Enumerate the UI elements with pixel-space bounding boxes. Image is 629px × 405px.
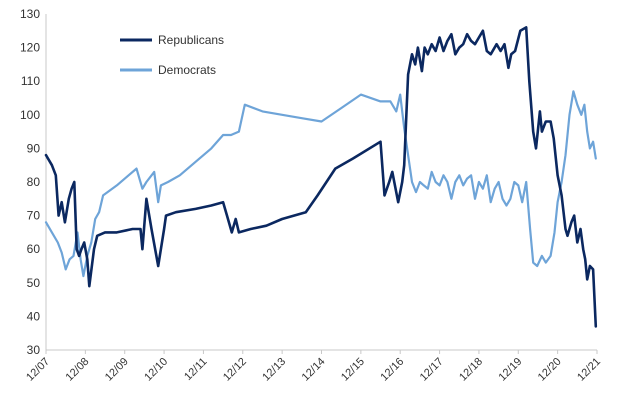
y-tick-label: 50	[27, 276, 41, 290]
x-tick-label: 12/12	[221, 356, 249, 384]
x-tick-label: 12/11	[182, 356, 209, 383]
x-axis: 12/07 12/08 12/09 12/10 12/11 12/12 12/13 12/14…	[24, 349, 603, 384]
y-tick-label: 30	[27, 343, 41, 357]
y-tick-label: 100	[20, 108, 40, 122]
series-line-republicans	[44, 26, 598, 328]
x-tick-label: 12/20	[536, 356, 564, 384]
y-tick-label: 130	[20, 7, 40, 21]
legend: Republicans Democrats	[120, 33, 224, 77]
x-tick-label: 12/21	[575, 356, 603, 384]
x-tick-label: 12/16	[378, 356, 406, 384]
y-axis: 30 40 50 60 70 80 90 100 110 120 130	[20, 7, 47, 357]
y-tick-label: 60	[27, 242, 41, 256]
x-tick-label: 12/07	[24, 356, 52, 384]
y-tick-label: 110	[21, 74, 40, 88]
x-tick-label: 12/19	[496, 356, 524, 384]
x-tick-label: 12/15	[339, 356, 367, 384]
x-tick-label: 12/13	[260, 356, 288, 384]
y-tick-label: 80	[27, 175, 41, 189]
x-tick-label: 12/10	[142, 356, 170, 384]
x-tick-label: 12/14	[300, 356, 328, 384]
y-tick-label: 70	[27, 209, 41, 223]
legend-label-democrats: Democrats	[158, 63, 216, 77]
legend-label-republicans: Republicans	[158, 33, 224, 47]
y-tick-label: 90	[27, 141, 41, 155]
series-line-democrats	[44, 90, 597, 278]
x-tick-label: 12/17	[418, 356, 446, 384]
x-tick-label: 12/09	[103, 356, 131, 384]
x-tick-label: 12/08	[64, 356, 92, 384]
plot-series	[44, 26, 598, 328]
y-tick-label: 120	[20, 41, 40, 55]
y-tick-label: 40	[27, 309, 41, 323]
x-tick-label: 12/18	[457, 356, 485, 384]
